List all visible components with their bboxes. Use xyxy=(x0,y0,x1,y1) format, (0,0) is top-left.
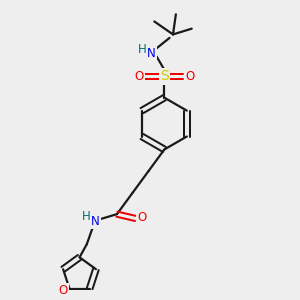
Text: N: N xyxy=(147,46,156,60)
Text: H: H xyxy=(138,43,147,56)
Text: S: S xyxy=(160,69,169,83)
Text: O: O xyxy=(134,70,144,83)
Text: O: O xyxy=(137,211,147,224)
Text: H: H xyxy=(82,210,91,223)
Text: O: O xyxy=(58,284,68,297)
Text: N: N xyxy=(91,215,100,228)
Text: O: O xyxy=(185,70,194,83)
